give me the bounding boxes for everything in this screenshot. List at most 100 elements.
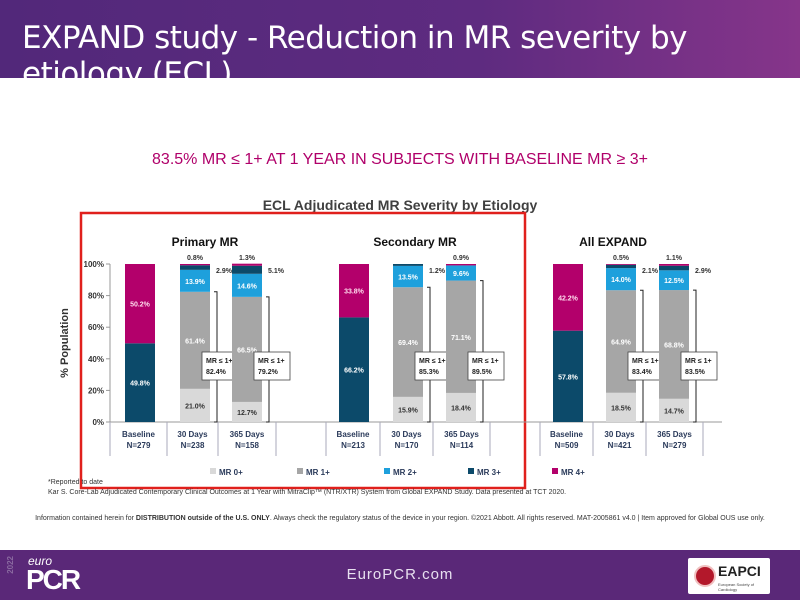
data-label: 42.2%	[558, 295, 579, 302]
bar-segment-mr4	[339, 264, 369, 318]
mr-le-1-label: MR ≤ 1+	[419, 358, 446, 365]
data-label: 13.5%	[398, 275, 419, 282]
data-label: 2.9%	[216, 268, 233, 275]
legend-label: MR 0+	[219, 468, 243, 477]
data-label: 14.0%	[611, 277, 632, 284]
data-label: 18.5%	[611, 405, 632, 412]
category-n: N=509	[555, 441, 579, 450]
group-title: All EXPAND	[579, 235, 647, 249]
bracket	[480, 280, 484, 423]
category-label: 30 Days	[177, 430, 208, 439]
category-label: Baseline	[337, 430, 370, 439]
category-label: 365 Days	[230, 430, 265, 439]
bar-segment-mr3	[232, 265, 262, 274]
category-label: 365 Days	[444, 430, 479, 439]
bar-segment-mr0	[659, 398, 689, 422]
y-tick-label: 60%	[88, 323, 104, 332]
legend-swatch	[297, 468, 303, 474]
data-label: 1.3%	[239, 255, 256, 262]
bar-segment-mr2	[446, 265, 476, 281]
category-n: N=279	[127, 441, 151, 450]
bar-segment-mr2	[180, 269, 210, 292]
data-label: 2.9%	[695, 268, 712, 275]
legend-swatch	[210, 468, 216, 474]
y-tick-label: 20%	[88, 386, 104, 395]
bar-segment-mr0	[393, 396, 423, 422]
eapci-logo: EAPCI European Society of Cardiology	[688, 558, 770, 594]
legend-swatch	[552, 468, 558, 474]
category-label: 30 Days	[604, 430, 635, 439]
mr-le-1-box	[627, 351, 665, 381]
bar-segment-mr4	[659, 264, 689, 266]
data-label: 2.1%	[642, 268, 659, 275]
europcr-logo: 2022 euro PCR	[6, 554, 81, 595]
data-label: 66.5%	[237, 347, 258, 354]
title-bar: EXPAND study - Reduction in MR severity …	[0, 0, 800, 92]
footer-url: EuroPCR.com	[346, 566, 454, 583]
mr-le-1-label: MR ≤ 1+	[472, 358, 499, 365]
data-label: 69.4%	[398, 340, 419, 347]
chart-title: ECL Adjudicated MR Severity by Etiology	[262, 197, 538, 213]
mr-le-1-value: 83.5%	[685, 369, 706, 376]
bar-segment-mr3	[606, 264, 636, 269]
legend-label: MR 4+	[561, 468, 585, 477]
data-label: 57.8%	[558, 374, 579, 381]
mr-le-1-value: 89.5%	[472, 369, 493, 376]
bar-segment-mr0	[446, 392, 476, 422]
mr-le-1-box	[253, 351, 291, 381]
bar-segment-mr3	[659, 265, 689, 271]
data-label: 21.0%	[185, 403, 206, 410]
citation: Kar S. Core-Lab Adjudicated Contemporary…	[48, 489, 567, 496]
bar-segment-mr4	[606, 264, 636, 265]
mr-le-1-value: 79.2%	[258, 369, 279, 376]
bar-segment-mr0	[180, 388, 210, 422]
category-n: N=421	[608, 441, 632, 450]
group-title: Secondary MR	[373, 235, 457, 249]
notes: *Reported to date Kar S. Core-Lab Adjudi…	[48, 478, 566, 498]
data-label: 49.8%	[130, 381, 151, 388]
mr-le-1-label: MR ≤ 1+	[258, 358, 285, 365]
data-label: 1.2%	[429, 268, 446, 275]
category-n: N=158	[235, 441, 259, 450]
bar-segment-mr1	[659, 290, 689, 399]
bar-segment-mr2	[659, 270, 689, 291]
mr-le-1-value: 83.4%	[632, 369, 653, 376]
data-label: 1.1%	[666, 255, 683, 262]
distribution-info: Information contained herein for DISTRIB…	[35, 515, 765, 522]
data-label: 68.8%	[664, 342, 685, 349]
legend-swatch	[384, 468, 390, 474]
legend-label: MR 3+	[477, 468, 501, 477]
bar-segment-mr4	[232, 263, 262, 266]
data-label: 64.9%	[611, 339, 632, 346]
data-label: 15.9%	[398, 407, 419, 414]
legend-label: MR 2+	[393, 468, 417, 477]
mr-le-1-label: MR ≤ 1+	[206, 358, 233, 365]
slide-title: EXPAND study - Reduction in MR severity …	[22, 20, 687, 92]
stacked-bar-chart: 0% 20% 40% 60% 80% 100% % Population Primary MR…	[59, 211, 722, 490]
data-label: 18.4%	[451, 405, 472, 412]
data-label: 0.5%	[613, 255, 630, 262]
bar-segment-mr0	[606, 392, 636, 422]
mr-le-1-label: MR ≤ 1+	[685, 358, 712, 365]
bar-segment-mr2	[606, 268, 636, 291]
mr-le-1-box	[467, 351, 505, 381]
y-tick-label: 100%	[84, 260, 104, 269]
y-tick-label: 80%	[88, 292, 104, 301]
data-label: 66.2%	[344, 368, 365, 375]
y-axis-label: % Population	[59, 308, 71, 378]
category-n: N=279	[663, 441, 687, 450]
data-label: 12.5%	[664, 278, 685, 285]
bar-segment-mr3	[180, 265, 210, 270]
category-n: N=213	[341, 441, 365, 450]
bar-segment-mr2	[393, 265, 423, 288]
mr-le-1-value: 85.3%	[419, 369, 440, 376]
bar-segment-mr4	[553, 264, 583, 331]
data-label: 0.9%	[453, 255, 470, 262]
data-label: 12.7%	[237, 410, 258, 417]
bar-segment-mr4	[125, 264, 155, 344]
bar-segment-mr4	[446, 264, 476, 266]
category-label: Baseline	[550, 430, 583, 439]
category-n: N=114	[450, 441, 474, 450]
data-label: 9.6%	[453, 271, 470, 278]
category-n: N=238	[181, 441, 205, 450]
